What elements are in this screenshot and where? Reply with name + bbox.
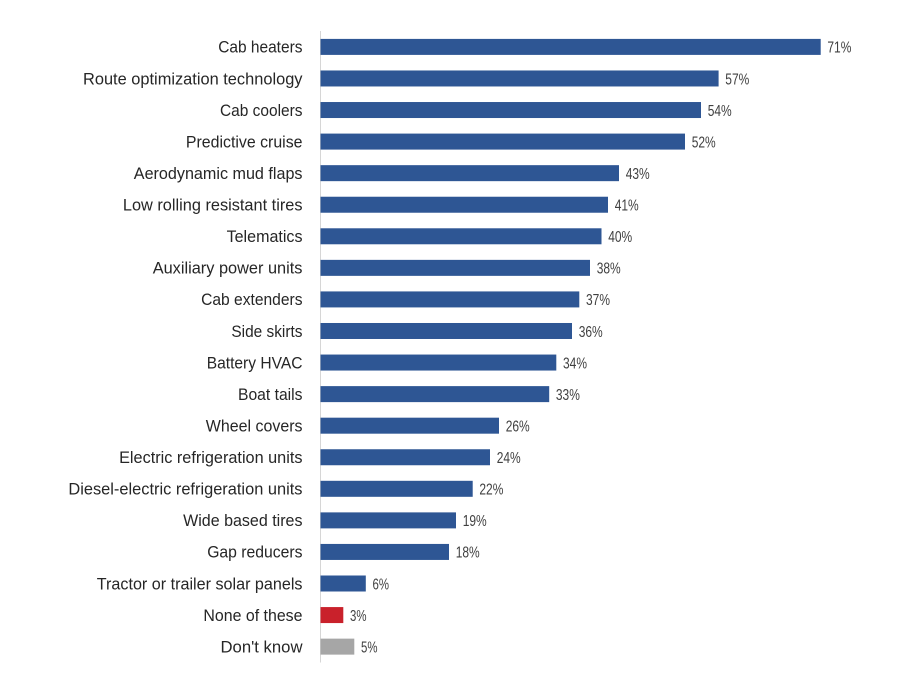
svg-text:Wheel covers: Wheel covers (206, 416, 303, 435)
svg-text:None of these: None of these (203, 606, 302, 625)
svg-text:Cab heaters: Cab heaters (218, 38, 302, 57)
svg-text:54%: 54% (708, 103, 732, 120)
svg-text:40%: 40% (608, 229, 632, 246)
svg-text:Gap reducers: Gap reducers (207, 543, 302, 562)
svg-text:Cab extenders: Cab extenders (201, 290, 302, 309)
svg-text:37%: 37% (586, 292, 610, 309)
svg-text:Boat tails: Boat tails (238, 385, 303, 404)
svg-text:Cab coolers: Cab coolers (220, 101, 303, 120)
svg-text:Don't know: Don't know (221, 637, 304, 656)
svg-text:34%: 34% (563, 355, 587, 372)
svg-text:36%: 36% (579, 324, 603, 341)
svg-text:57%: 57% (725, 71, 749, 88)
svg-text:Telematics: Telematics (227, 227, 303, 246)
svg-text:33%: 33% (556, 387, 580, 404)
svg-text:52%: 52% (692, 134, 716, 151)
svg-text:71%: 71% (827, 40, 851, 57)
svg-text:Predictive cruise: Predictive cruise (186, 132, 303, 151)
svg-text:Route optimization technology: Route optimization technology (83, 69, 303, 88)
svg-text:Wide based tires: Wide based tires (183, 511, 302, 530)
svg-text:38%: 38% (597, 261, 621, 278)
svg-text:Low rolling resistant tires: Low rolling resistant tires (123, 196, 303, 215)
svg-text:Battery HVAC: Battery HVAC (207, 353, 303, 372)
svg-text:43%: 43% (626, 166, 650, 183)
svg-text:5%: 5% (361, 639, 378, 656)
svg-text:Auxiliary power units: Auxiliary power units (153, 259, 303, 278)
svg-text:3%: 3% (350, 608, 367, 625)
svg-text:6%: 6% (373, 576, 390, 593)
svg-text:Side skirts: Side skirts (231, 322, 302, 341)
svg-text:Diesel-electric refrigeration: Diesel-electric refrigeration units (68, 480, 302, 499)
svg-text:Aerodynamic mud flaps: Aerodynamic mud flaps (134, 164, 303, 183)
svg-text:41%: 41% (615, 198, 639, 215)
svg-text:24%: 24% (497, 450, 521, 467)
svg-text:Tractor or trailer solar panel: Tractor or trailer solar panels (97, 574, 303, 593)
svg-text:18%: 18% (456, 545, 480, 562)
svg-text:19%: 19% (463, 513, 487, 530)
svg-text:26%: 26% (506, 418, 530, 435)
svg-text:Electric refrigeration units: Electric refrigeration units (119, 448, 302, 467)
svg-text:22%: 22% (479, 482, 503, 499)
